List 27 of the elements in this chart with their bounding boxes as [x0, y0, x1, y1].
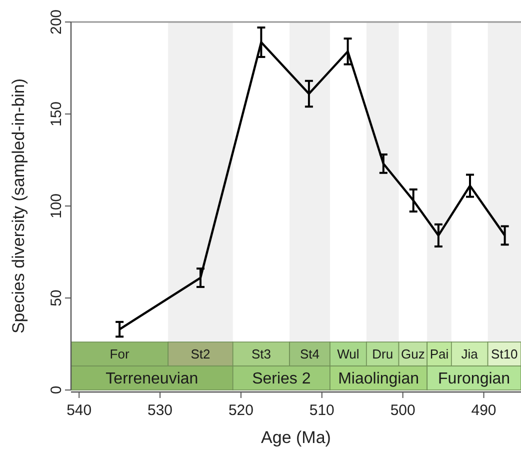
x-tick-label: 500	[390, 402, 416, 419]
band-label: For	[110, 346, 130, 362]
band-label: Wul	[337, 346, 360, 362]
band-label: Terreneuvian	[106, 370, 198, 388]
band-label: Guz	[401, 346, 425, 362]
band-label: Miaolingian	[338, 370, 420, 388]
band-label: Pai	[430, 346, 449, 362]
band-label: St4	[300, 346, 320, 362]
y-tick-label: 150	[48, 101, 65, 127]
x-tick-label: 530	[148, 402, 173, 419]
band-label: Dru	[372, 346, 394, 362]
band-label: Jia	[461, 346, 479, 362]
x-tick-label: 520	[228, 402, 254, 419]
band-label: Furongian	[438, 370, 510, 388]
y-tick-label: 200	[48, 9, 65, 35]
band-label: Series 2	[252, 370, 311, 388]
x-axis-title: Age (Ma)	[261, 428, 331, 447]
x-tick-label: 540	[66, 402, 92, 419]
band-label: St10	[491, 346, 518, 362]
y-tick-label: 100	[48, 193, 65, 219]
x-tick-label: 490	[471, 402, 496, 419]
band-label: St2	[190, 346, 210, 362]
x-tick-label: 510	[309, 402, 334, 419]
y-axis-title: Species diversity (sampled-in-bin)	[9, 78, 28, 334]
band-label: St3	[251, 346, 271, 362]
y-tick-label: 50	[48, 290, 65, 306]
y-tick-label: 0	[48, 386, 65, 394]
